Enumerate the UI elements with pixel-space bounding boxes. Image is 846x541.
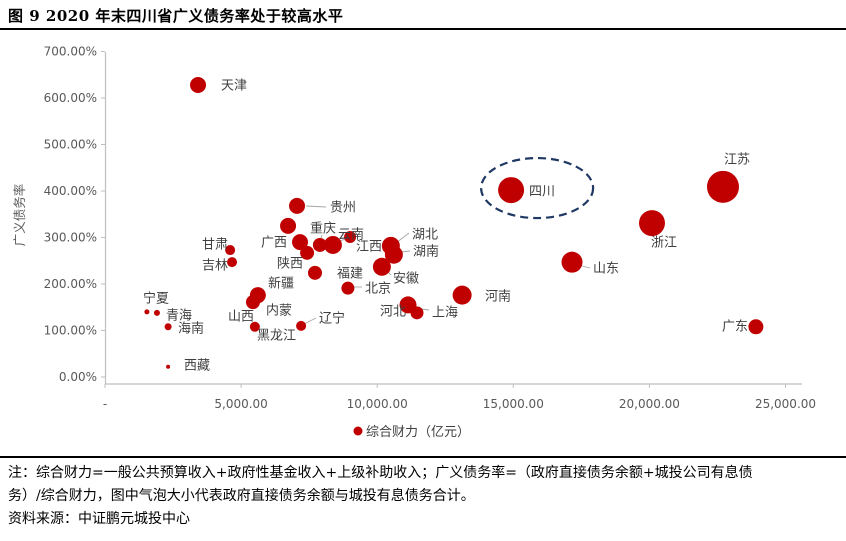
bubble-吉林 — [227, 257, 238, 268]
province-label-四川: 四川 — [529, 185, 555, 200]
x-tick-label: 10,000.00 — [347, 397, 408, 411]
y-tick-label: 500.00% — [44, 138, 97, 152]
y-tick-label: 100.00% — [44, 324, 97, 338]
province-label-吉林: 吉林 — [202, 259, 228, 274]
province-label-天津: 天津 — [221, 79, 247, 94]
province-label-湖南: 湖南 — [413, 244, 439, 260]
figure-title: 图 9 2020 年末四川省广义债务率处于较高水平 — [8, 7, 344, 25]
highlight-ellipse-sichuan — [479, 156, 595, 220]
bubble-福建 — [307, 265, 322, 280]
bubble-辽宁 — [296, 320, 307, 331]
x-tick-label: 20,000.00 — [619, 397, 680, 411]
province-label-辽宁: 辽宁 — [319, 311, 345, 327]
bubble-西藏 — [166, 364, 171, 369]
y-axis-title: 广义债务率 — [12, 184, 27, 247]
y-tick-label: 200.00% — [44, 277, 97, 291]
bubble-广西 — [292, 234, 309, 251]
x-tick-label: 5,000.00 — [214, 397, 267, 411]
bubble-浙江 — [638, 210, 665, 237]
bubble-chart: 0.00% 100.00% 200.00% 300.00% 400.00% 500.00%… — [12, 45, 816, 441]
y-tick-label: 300.00% — [44, 231, 97, 245]
x-tick-label: 15,000.00 — [483, 397, 544, 411]
note-line-1: 注：综合财力=一般公共预算收入+政府性基金收入+上级补助收入；广义债务率=（政府… — [8, 465, 753, 481]
bubble-甘肃 — [225, 245, 236, 256]
province-label-广东: 广东 — [722, 320, 748, 335]
bubble-广东 — [748, 319, 764, 335]
bubble-山东 — [561, 251, 583, 273]
province-label-陕西: 陕西 — [277, 257, 303, 272]
bubble-北京 — [341, 281, 355, 295]
bubble-chart-container: 0.00% 100.00% 200.00% 300.00% 400.00% 500.00%… — [0, 30, 846, 456]
notes-divider — [0, 456, 846, 458]
province-label-河北: 河北 — [380, 305, 406, 320]
bubble-天津 — [190, 76, 207, 93]
bubble-宁夏 — [144, 309, 150, 315]
province-label-内蒙: 内蒙 — [266, 303, 292, 319]
province-label-湖北: 湖北 — [412, 228, 438, 243]
bubble-河南 — [452, 285, 472, 305]
province-label-山东: 山东 — [593, 262, 619, 277]
y-tick-label: 700.00% — [44, 45, 97, 59]
bubble-山西 — [245, 295, 260, 310]
bubble-海南 — [164, 323, 172, 331]
bubble-黑龙江 — [249, 321, 260, 332]
province-label-重庆: 重庆 — [310, 221, 336, 237]
province-label-黑龙江: 黑龙江 — [257, 329, 296, 344]
province-label-广西: 广西 — [261, 236, 287, 251]
province-label-海南: 海南 — [178, 321, 204, 337]
bubble-四川 — [498, 177, 525, 204]
province-label-新疆: 新疆 — [268, 276, 294, 292]
province-label-宁夏: 宁夏 — [143, 291, 169, 307]
legend-label: 综合财力（亿元） — [366, 425, 470, 440]
bubble-重庆 — [312, 237, 327, 252]
label-connector-贵州 — [305, 205, 327, 208]
province-label-山西: 山西 — [228, 310, 254, 325]
y-tick-label: 400.00% — [44, 184, 97, 198]
x-tick-label: - — [103, 397, 107, 411]
note-line-2: 务）/综合财力，图中气泡大小代表政府直接债务余额与城投有息债务合计。 — [8, 488, 475, 504]
title-divider — [0, 28, 846, 30]
province-label-西藏: 西藏 — [184, 359, 210, 374]
province-label-河南: 河南 — [485, 289, 511, 305]
note-source: 资料来源：中证鹏元城投中心 — [8, 511, 190, 527]
province-label-青海: 青海 — [166, 309, 192, 324]
bubble-安徽 — [372, 257, 391, 276]
bubble-贵州 — [289, 197, 306, 214]
bubble-江苏 — [706, 170, 739, 203]
bubble-陕西 — [300, 245, 315, 260]
province-label-江苏: 江苏 — [724, 152, 750, 168]
bubble-新疆 — [280, 217, 297, 234]
bubble-江西 — [344, 231, 357, 244]
province-label-江西: 江西 — [356, 240, 382, 255]
y-tick-label: 600.00% — [44, 91, 97, 105]
province-label-上海: 上海 — [432, 306, 458, 321]
province-label-福建: 福建 — [337, 267, 363, 282]
bubble-云南 — [323, 235, 342, 254]
y-tick-label: 0.00% — [59, 370, 97, 384]
legend-marker-icon — [353, 426, 363, 436]
x-tick-label: 25,000.00 — [755, 397, 816, 411]
province-label-北京: 北京 — [365, 282, 391, 297]
label-connector-辽宁 — [303, 317, 317, 325]
province-label-甘肃: 甘肃 — [202, 238, 228, 253]
province-label-云南: 云南 — [338, 227, 364, 243]
province-label-贵州: 贵州 — [330, 201, 356, 216]
province-label-浙江: 浙江 — [651, 236, 677, 251]
bubble-上海 — [410, 306, 424, 320]
label-connector-湖南 — [400, 250, 411, 253]
figure-notes: 注：综合财力=一般公共预算收入+政府性基金收入+上级补助收入；广义债务率=（政府… — [8, 462, 840, 531]
bubble-青海 — [153, 309, 160, 316]
bubble-湖南 — [384, 245, 403, 264]
province-label-安徽: 安徽 — [393, 272, 419, 287]
